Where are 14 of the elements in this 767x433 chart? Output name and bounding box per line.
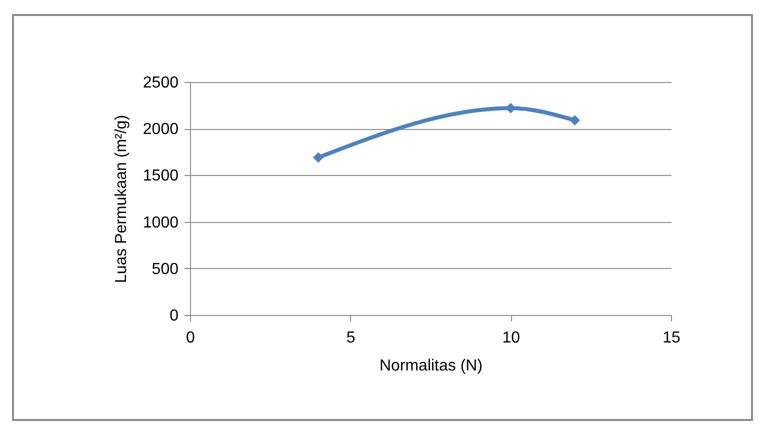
point xyxy=(313,152,324,163)
x-tick-label: 15 xyxy=(662,330,680,346)
y-tick-label: 2000 xyxy=(142,121,179,138)
y-tick-label: 1000 xyxy=(142,214,179,232)
y-tick-label: 2500 xyxy=(142,74,179,92)
y-axis-title: Luas Permukaan (m²/g) xyxy=(112,114,130,284)
x-tick-label: 5 xyxy=(346,330,356,346)
x-tick-label: 10 xyxy=(502,330,520,346)
y-tick-label: 1500 xyxy=(142,168,179,185)
y-tick-label: 0 xyxy=(170,308,179,324)
point xyxy=(570,114,580,126)
x-axis-title: Normalitas (N) xyxy=(379,358,483,374)
x-tick-label: 0 xyxy=(186,330,196,346)
y-tick-label: 500 xyxy=(152,260,179,278)
